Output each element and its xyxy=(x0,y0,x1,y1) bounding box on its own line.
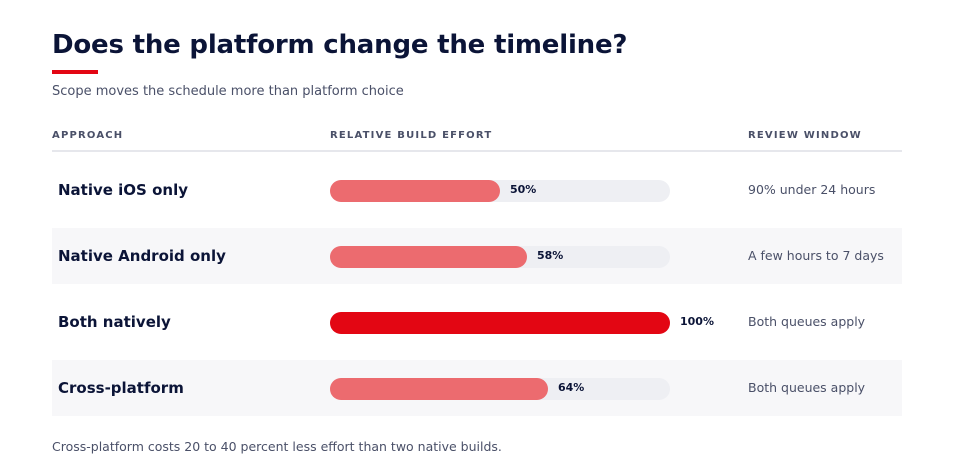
effort-bar-track xyxy=(330,180,670,202)
footnote: Cross-platform costs 20 to 40 percent le… xyxy=(52,439,502,454)
effort-value-label: 58% xyxy=(537,249,564,262)
page-title: Does the platform change the timeline? xyxy=(52,30,628,60)
effort-value-label: 100% xyxy=(680,315,714,328)
review-window-label: A few hours to 7 days xyxy=(748,248,884,263)
effort-bar xyxy=(330,180,500,202)
page-subtitle: Scope moves the schedule more than platf… xyxy=(52,84,404,99)
table-row: Native iOS only 50% 90% under 24 hours xyxy=(52,162,902,218)
table-row: Native Android only 58% A few hours to 7 d… xyxy=(52,228,902,284)
approach-label: Both natively xyxy=(58,313,171,331)
review-window-label: Both queues apply xyxy=(748,380,866,395)
approach-label: Native Android only xyxy=(58,247,226,265)
effort-value-label: 64% xyxy=(558,381,585,394)
table-row: Both natively 100% Both queues apply xyxy=(52,294,902,350)
approach-label: Native iOS only xyxy=(58,181,188,199)
effort-bar xyxy=(330,246,527,268)
table-row: Cross-platform 64% Both queues apply xyxy=(52,360,902,416)
title-accent-bar xyxy=(52,70,98,74)
column-header-review: REVIEW WINDOW xyxy=(748,130,862,141)
effort-bar-track xyxy=(330,312,670,334)
review-window-label: Both queues apply xyxy=(748,314,866,329)
column-header-approach: APPROACH xyxy=(52,130,124,141)
effort-value-label: 50% xyxy=(510,183,537,196)
effort-bar xyxy=(330,378,548,400)
header-divider xyxy=(52,150,902,152)
review-window-label: 90% under 24 hours xyxy=(748,182,876,197)
column-header-effort: RELATIVE BUILD EFFORT xyxy=(330,130,493,141)
effort-bar-track xyxy=(330,378,670,400)
effort-bar xyxy=(330,312,670,334)
approach-label: Cross-platform xyxy=(58,379,184,397)
effort-bar-track xyxy=(330,246,670,268)
